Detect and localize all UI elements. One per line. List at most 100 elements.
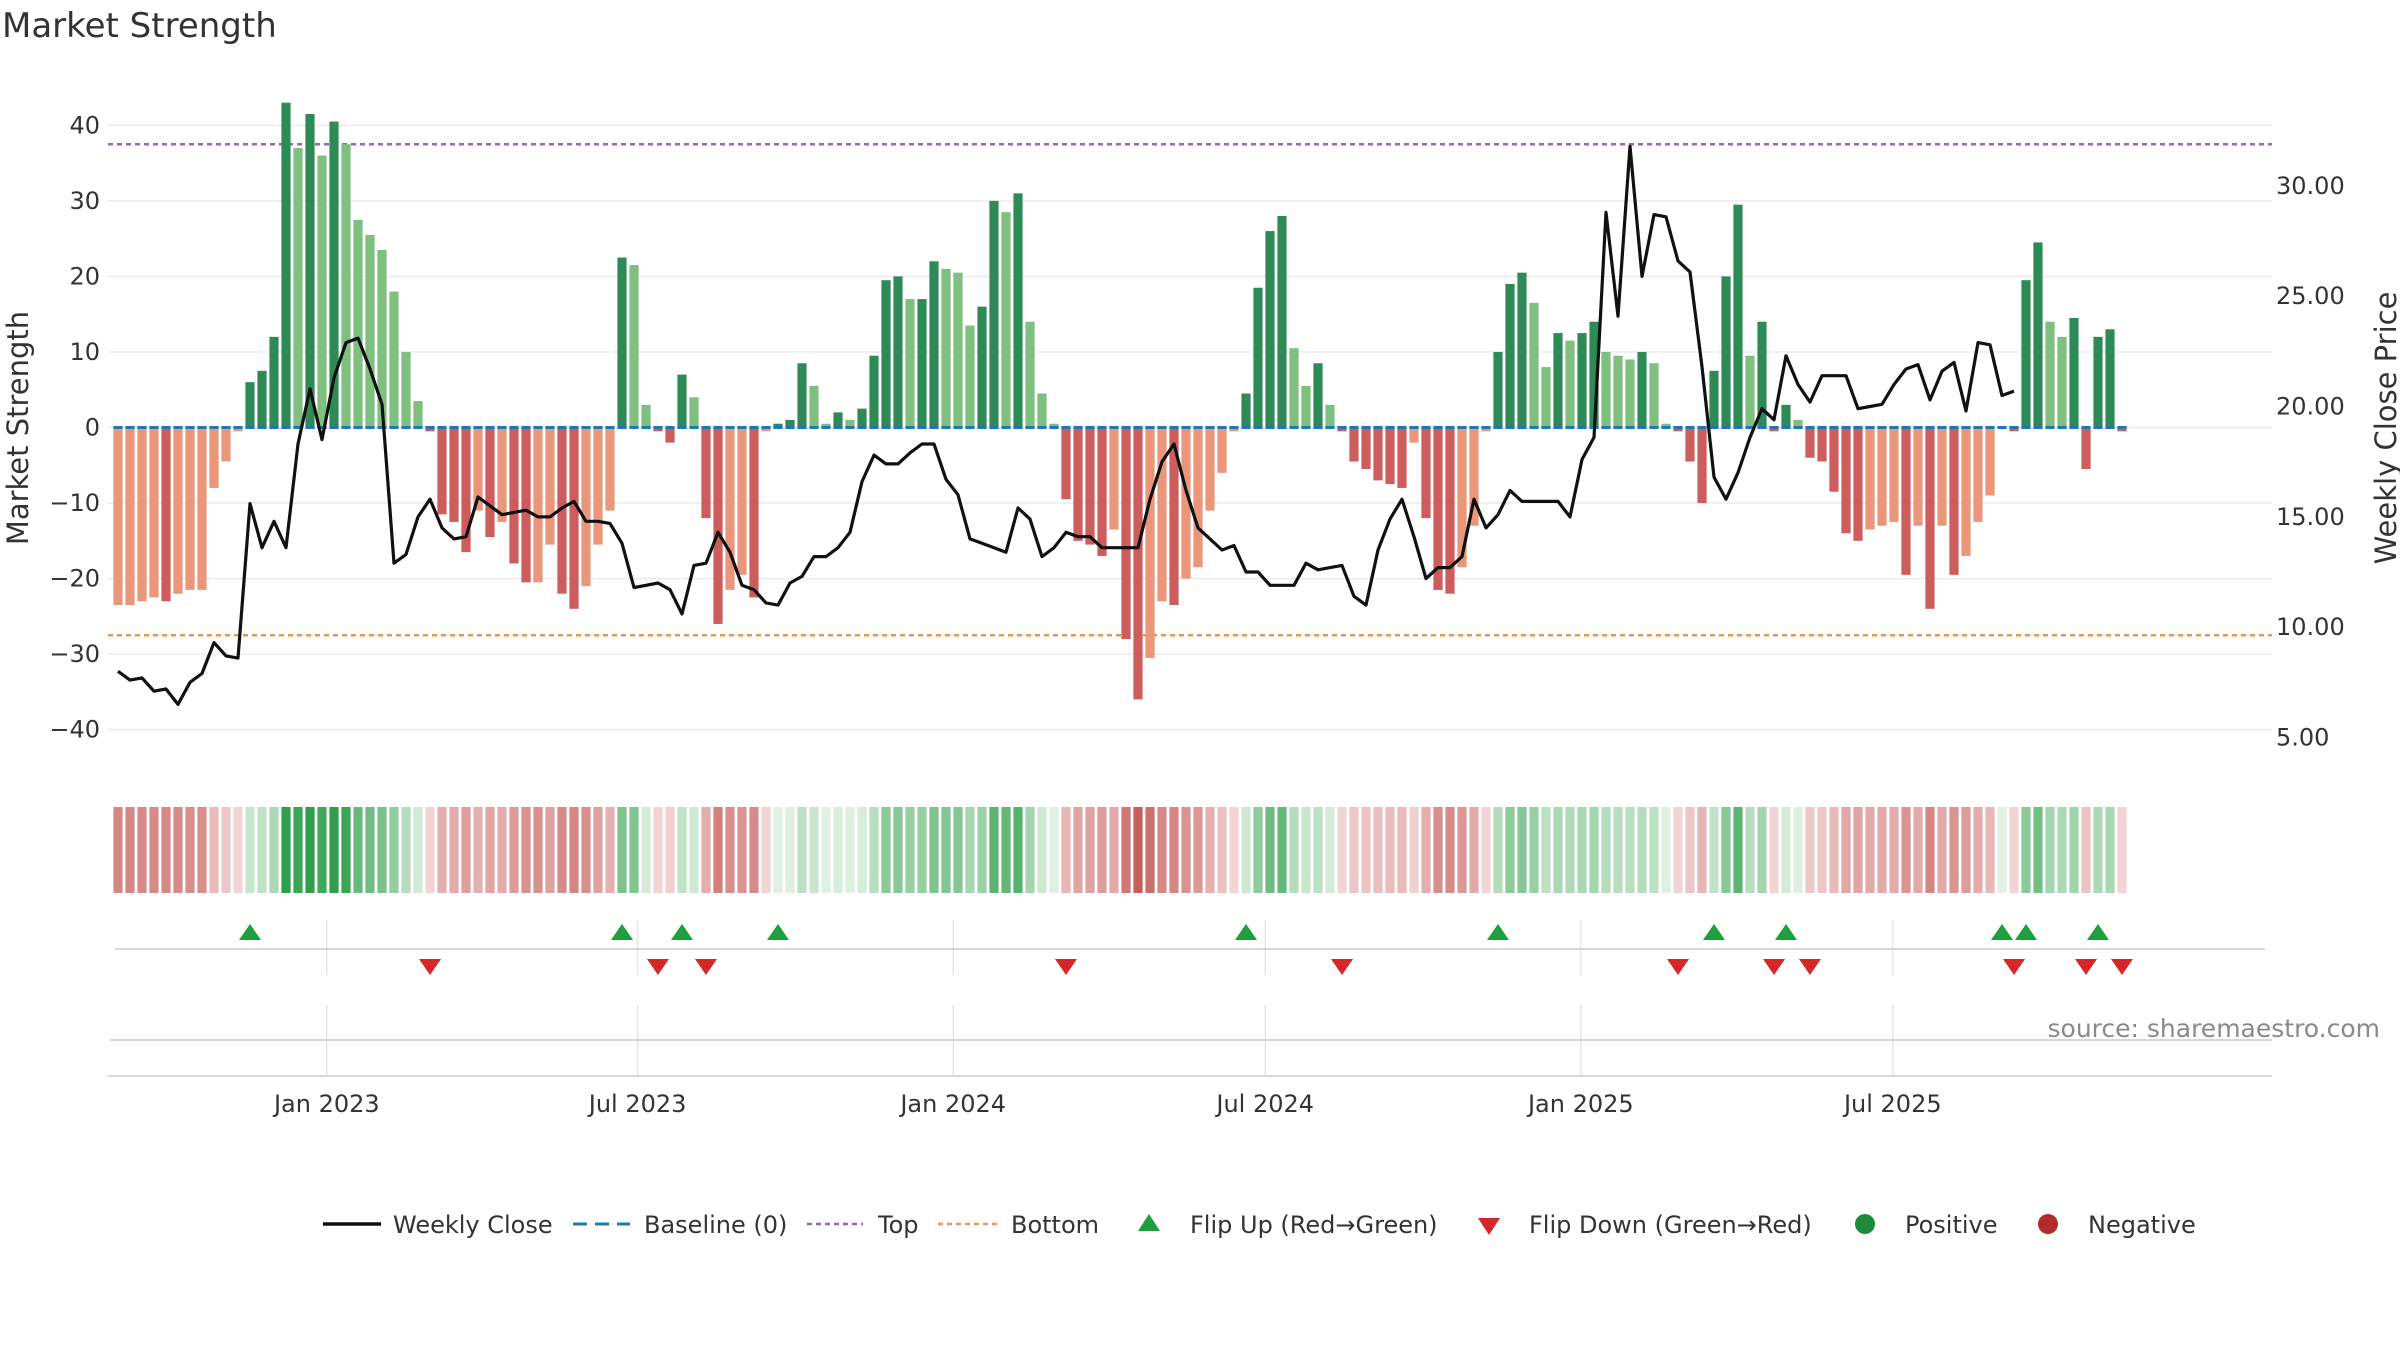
strength-bar [881,280,891,428]
heatmap-cell [1073,807,1083,893]
strength-bar [1661,423,1671,428]
y-tick-label: 0 [85,414,100,442]
strength-bar [761,427,771,432]
strength-bar [353,219,363,428]
heatmap-cell [989,807,999,893]
strength-bar [965,325,975,428]
heatmap-cell [737,807,747,893]
strength-bar [1073,427,1083,541]
source-note: source: sharemaestro.com [2047,1014,2381,1043]
legend-swatch-flip-up [1138,1214,1160,1231]
heatmap-cell [113,807,123,893]
heatmap-cell [1973,807,1983,893]
heatmap-cell [317,807,327,893]
strength-bar [821,423,831,428]
strength-bar [269,336,279,428]
heatmap-cell [293,807,303,893]
heatmap-cell [437,807,447,893]
legend-swatch-negative [2038,1214,2058,1234]
flip-up-marker [611,924,633,940]
strength-bar [437,427,447,515]
strength-bar [1457,427,1467,568]
heatmap-cell [1397,807,1407,893]
heatmap-cell [2117,807,2127,893]
x-tick-label: Jan 2023 [272,1090,380,1118]
heatmap-cell [953,807,963,893]
strength-bar [641,404,651,428]
y-tick-label: −20 [49,565,100,593]
heatmap-cell [425,807,435,893]
strength-bar [1397,427,1407,488]
flip-markers-panel [108,924,2272,1077]
strength-bar [1757,321,1767,428]
heatmap-cell [1037,807,1047,893]
strength-bar [653,427,663,432]
strength-bar [1769,427,1779,432]
heatmap-cell [1805,807,1815,893]
strength-bar [1193,427,1203,568]
heatmap-cell [1133,807,1143,893]
strength-bar [917,299,927,428]
heatmap-cell [641,807,651,893]
heatmap-cell [1697,807,1707,893]
strength-bar [1841,427,1851,534]
heatmap-cell [401,807,411,893]
strength-bar [341,144,351,428]
y-tick-label: 30 [69,187,100,215]
strength-bar [113,427,123,606]
strength-bar [1373,427,1383,481]
heatmap-cell [209,807,219,893]
strength-bar [2105,329,2115,428]
x-tick-label: Jul 2025 [1842,1090,1942,1118]
strength-bar [1985,427,1995,496]
strength-bar [773,423,783,428]
heatmap-cell [1361,807,1371,893]
strength-bar [1637,351,1647,428]
strength-bar [293,147,303,428]
strength-bar [869,355,879,428]
heatmap-cell [413,807,423,893]
heatmap-cell [1433,807,1443,893]
strength-bar [1589,321,1599,428]
y-tick-label: 40 [69,111,100,139]
strength-bar [1001,212,1011,428]
strength-bar [1817,427,1827,462]
strength-bar [473,427,483,511]
heatmap-cell [1265,807,1275,893]
heatmap-cell [1541,807,1551,893]
strength-bar [209,427,219,488]
heatmap-cell [1085,807,1095,893]
heatmap-cell [2093,807,2103,893]
heatmap-cell [1421,807,1431,893]
heatmap-cell [1001,807,1011,893]
strength-bar [1529,302,1539,428]
strength-bar [1289,348,1299,428]
strength-bars [113,102,2127,700]
x-tick-label: Jan 2024 [898,1090,1006,1118]
strength-bar [317,155,327,428]
chart-title: Market Strength [2,6,277,46]
flip-down-marker [1055,959,1077,975]
strength-bar [425,427,435,432]
gridlines [108,124,2272,1075]
heatmap-cell [521,807,531,893]
x-tick-label: Jul 2023 [587,1090,687,1118]
heatmap-cell [1205,807,1215,893]
heatmap-cell [1289,807,1299,893]
y-tick-label: 10 [69,338,100,366]
strength-bar [737,427,747,575]
flip-up-marker [239,924,261,940]
strength-heatmap-strip [113,807,2127,893]
heatmap-cell [1253,807,1263,893]
strength-bar [797,363,807,428]
heatmap-cell [893,807,903,893]
strength-bar [449,427,459,522]
y-tick-label: −10 [49,489,100,517]
strength-bar [173,427,183,594]
strength-bar [989,200,999,428]
heatmap-cell [917,807,927,893]
strength-bar [809,385,819,428]
heatmap-cell [1949,807,1959,893]
heatmap-cell [1097,807,1107,893]
heatmap-cell [1553,807,1563,893]
